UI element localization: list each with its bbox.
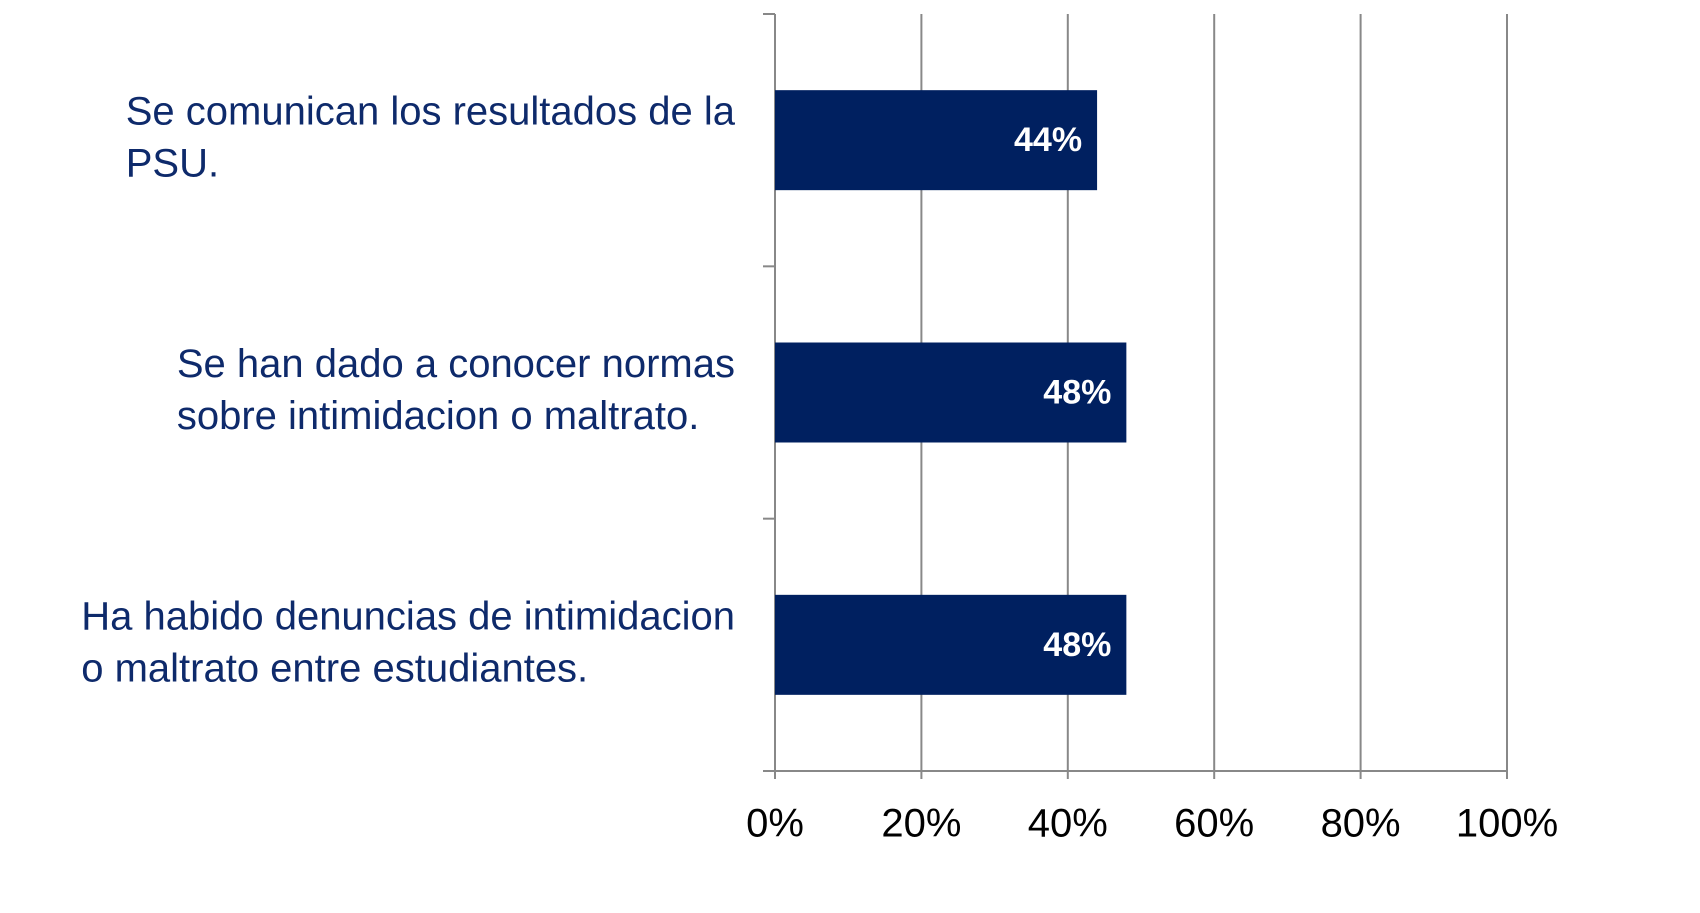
- bar: [775, 342, 1127, 443]
- category-label: o maltrato entre estudiantes.: [81, 646, 588, 690]
- category-label: sobre intimidacion o maltrato.: [177, 394, 699, 438]
- data-label: 44%: [1014, 121, 1082, 159]
- x-tick-label: 20%: [881, 802, 961, 846]
- category-label: Ha habido denuncias de intimidacion: [81, 594, 735, 638]
- x-tick-label: 40%: [1028, 802, 1108, 846]
- x-tick-label: 60%: [1174, 802, 1254, 846]
- category-label: Se comunican los resultados de la: [126, 90, 736, 134]
- data-label: 48%: [1043, 626, 1111, 664]
- category-label: PSU.: [126, 142, 219, 186]
- x-tick-label: 100%: [1456, 802, 1558, 846]
- x-tick-label: 80%: [1321, 802, 1401, 846]
- bar: [775, 594, 1127, 695]
- data-label: 48%: [1043, 373, 1111, 411]
- x-tick-label: 0%: [746, 802, 804, 846]
- bar: [775, 90, 1098, 191]
- category-label: Se han dado a conocer normas: [177, 342, 735, 386]
